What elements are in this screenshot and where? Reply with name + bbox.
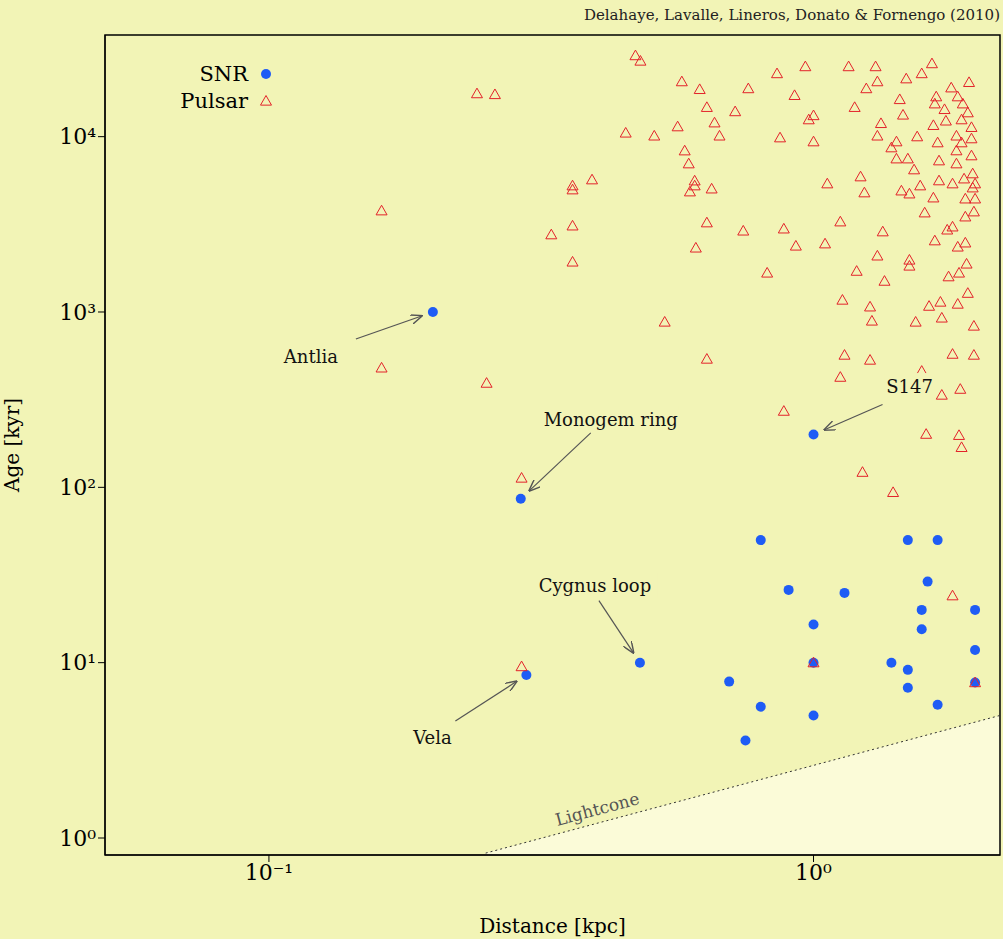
svg-text:SNR: SNR [199,62,249,86]
svg-text:S147: S147 [886,376,933,397]
svg-text:10³: 10³ [59,300,96,325]
svg-text:Cygnus loop: Cygnus loop [539,575,652,596]
svg-text:10²: 10² [59,475,96,500]
svg-text:Lightcone: Lightcone [553,788,641,830]
svg-text:Pulsar: Pulsar [180,89,249,113]
svg-text:10¹: 10¹ [59,650,96,675]
svg-text:10⁻¹: 10⁻¹ [245,860,293,885]
svg-text:10⁰: 10⁰ [795,860,832,885]
svg-text:Vela: Vela [412,727,452,748]
svg-text:10⁴: 10⁴ [59,124,96,149]
svg-text:Antlia: Antlia [283,346,338,367]
svg-text:10⁰: 10⁰ [59,826,96,851]
svg-text:Age [kyr]: Age [kyr] [0,398,24,493]
svg-text:Distance [kpc]: Distance [kpc] [479,914,626,938]
svg-text:Monogem ring: Monogem ring [544,409,678,430]
svg-text:Delahaye, Lavalle, Lineros, Do: Delahaye, Lavalle, Lineros, Donato & For… [584,6,1000,24]
